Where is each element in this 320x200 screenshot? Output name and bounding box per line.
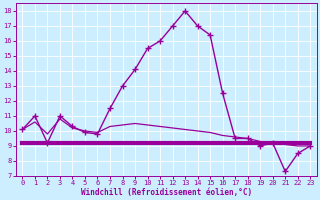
X-axis label: Windchill (Refroidissement éolien,°C): Windchill (Refroidissement éolien,°C) xyxy=(81,188,252,197)
